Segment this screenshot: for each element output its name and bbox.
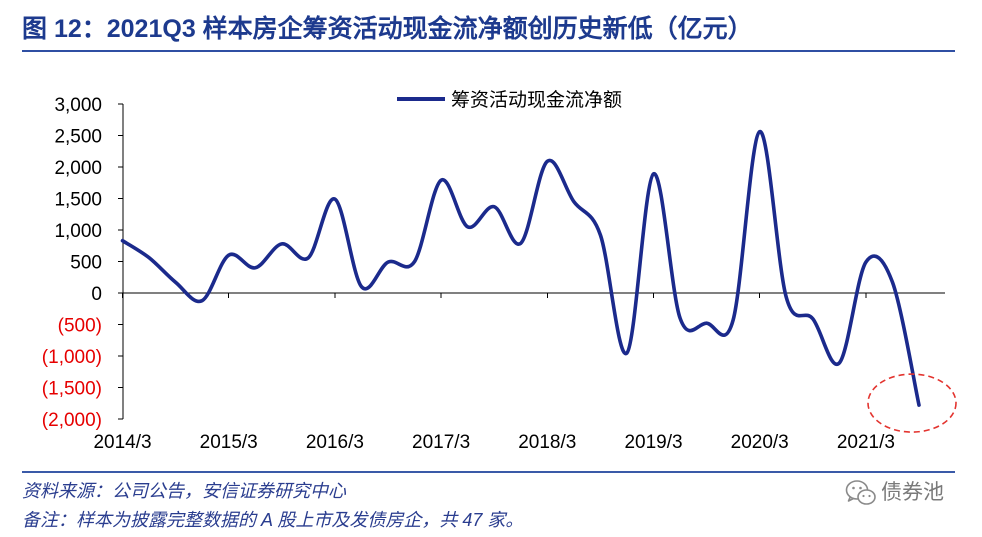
data-point [332,196,338,202]
y-tick-label: 1,000 [54,221,102,242]
wechat-icon [845,480,876,505]
remark-note: 备注：样本为披露完整数据的 A 股上市及发债房企，共 47 家。 [22,510,524,530]
data-point [730,317,736,323]
y-tick-label: 1,500 [54,189,102,210]
watermark: 债券池 [845,479,944,507]
data-point [518,240,524,246]
footer: 资料来源：公司公告，安信证券研究中心 备注：样本为披露完整数据的 A 股上市及发… [22,477,523,535]
watermark-text: 债券池 [881,481,944,504]
y-tick-label: 2,000 [54,158,102,179]
data-point [305,255,311,261]
footer-divider [22,471,955,473]
x-tick-label: 2021/3 [837,432,895,453]
data-point [438,177,444,183]
data-point [757,129,763,135]
data-point [385,259,391,265]
title-divider [22,50,955,52]
legend: 筹资活动现金流净额 [397,89,622,111]
data-point [544,158,550,164]
y-tick-label: (500) [58,315,102,336]
figure-title: 图 12：2021Q3 样本房企筹资活动现金流净额创历史新低（亿元） [22,15,753,43]
data-point [359,284,365,290]
annotation-group [867,373,957,433]
data-point [677,315,683,321]
y-tick-label: (1,500) [42,378,102,399]
y-axis: 3,000 2,500 2,000 1,500 1,000 500 0 (500) (1,000… [42,95,124,431]
y-tick-label: 3,000 [54,95,102,116]
x-axis: 2014/3 2015/3 2016/3 2017/3 2018/3 2019/3 2020… [93,292,945,453]
data-point [465,224,471,230]
x-tick-label: 2016/3 [306,432,364,453]
y-tick-label: 2,500 [54,126,102,147]
data-point [783,294,789,300]
data-point [624,350,630,356]
data-point [146,255,152,261]
data-point [890,279,896,285]
data-point [571,199,577,205]
source-note: 资料来源：公司公告，安信证券研究中心 [22,481,346,501]
x-tick-label: 2018/3 [518,432,576,453]
legend-label: 筹资活动现金流净额 [451,89,622,111]
data-point [412,259,418,265]
y-tick-label: (1,000) [42,347,102,368]
data-point [491,204,497,210]
series-line [120,129,921,407]
data-point [863,259,869,265]
data-point [916,402,922,408]
data-point [226,252,232,258]
data-point [199,298,205,304]
series-group [120,129,922,408]
x-tick-label: 2020/3 [731,432,789,453]
line-chart: 3,000 2,500 2,000 1,500 1,000 500 0 (500) (1,000… [42,89,957,453]
data-point [651,171,657,177]
x-tick-label: 2015/3 [200,432,258,453]
x-tick-label: 2017/3 [412,432,470,453]
x-tick-label: 2019/3 [624,432,682,453]
data-point [279,241,285,247]
highlight-ellipse [867,373,957,433]
data-point [173,279,179,285]
x-tick-label: 2014/3 [93,432,151,453]
data-point [120,238,126,244]
data-point [597,232,603,238]
data-point [810,316,816,322]
data-point [836,360,842,366]
y-tick-label: 500 [70,252,102,273]
y-tick-label: 0 [91,284,102,305]
data-point [252,265,258,271]
y-tick-label: (2,000) [42,410,102,431]
data-point [704,320,710,326]
